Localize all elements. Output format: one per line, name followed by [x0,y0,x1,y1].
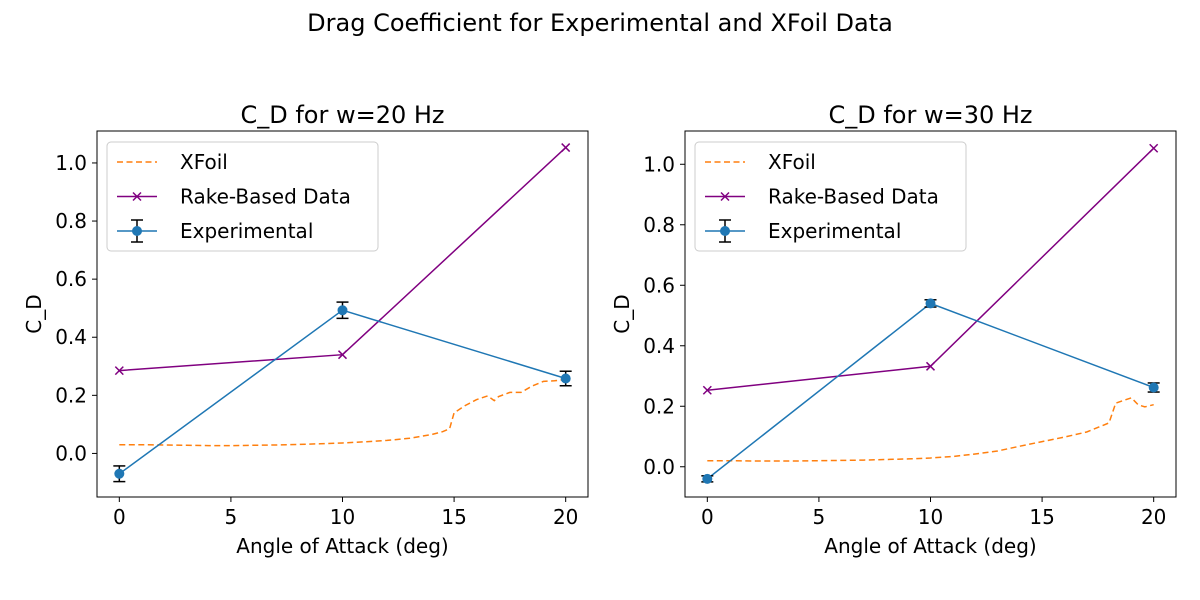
y-tick-label: 0.2 [55,383,87,407]
series-xfoil [119,378,566,447]
legend-frame [694,141,967,252]
x-tick-label: 10 [918,505,943,529]
legend-label: Experimental [768,219,901,243]
plot-area [113,143,572,483]
legend-entry-experimental: Experimental [705,219,901,243]
y-axis-label: C_D [22,294,46,333]
chart-title: C_D for w=20 Hz [240,101,444,129]
legend-entry-xfoil: XFoil [117,150,228,174]
x-tick-label: 15 [1029,505,1054,529]
data-point-x [561,143,571,153]
legend-label: Rake-Based Data [768,185,939,209]
y-axis-label: C_D [610,294,634,333]
data-point-x [702,385,712,395]
series-line [118,309,566,475]
plot-area [701,143,1160,484]
legend-entry-experimental: Experimental [117,219,313,243]
x-tick-label: 20 [1141,505,1166,529]
legend-label: Experimental [180,219,313,243]
series-rake [702,143,1159,395]
chart-panel-2: C_D for w=30 Hz 0 5 10 15 20 0.0 0.2 0.4 0.6 0.8 1.… [610,101,1177,558]
marker-stroke [561,143,571,153]
data-point-x [114,366,124,376]
data-point [114,468,125,479]
series-line [706,302,1154,480]
y-tick-label: 0.8 [643,213,675,237]
legend-entry-rake: Rake-Based Data [705,185,939,209]
y-tick-label: 0.0 [55,441,87,465]
data-point [925,298,936,309]
data-point [560,373,571,384]
x-tick-label: 5 [225,505,238,529]
y-tick-label: 1.0 [55,151,87,175]
x-tick-label: 20 [553,505,578,529]
series-experimental [701,298,1160,484]
x-tick-label: 5 [813,505,826,529]
legend: XFoil Rake-Based Data Experimental [106,141,379,252]
x-tick-label: 15 [441,505,466,529]
series-line [119,378,566,447]
y-tick-label: 1.0 [643,152,675,176]
series-xfoil [707,396,1154,462]
series-rake [114,143,571,376]
legend-swatch-marker [132,226,142,236]
legend-entry-rake: Rake-Based Data [117,185,351,209]
x-axis-label: Angle of Attack (deg) [824,534,1036,558]
figure-suptitle: Drag Coefficient for Experimental and XF… [307,9,893,37]
legend: XFoil Rake-Based Data Experimental [694,141,967,252]
series-experimental [113,301,572,483]
marker-stroke [702,385,712,395]
data-point-x [925,361,936,371]
data-point [337,305,348,316]
y-tick-label: 0.6 [55,267,87,291]
y-tick-label: 0.8 [55,209,87,233]
data-point [1148,382,1159,393]
y-tick-label: 0.2 [643,394,675,418]
legend-label: XFoil [180,150,228,174]
data-point-x [337,350,348,360]
marker-stroke [925,361,936,371]
y-tick-label: 0.0 [643,455,675,479]
legend-frame [106,141,379,252]
chart-title: C_D for w=30 Hz [828,101,1032,129]
x-tick-label: 0 [113,505,126,529]
legend-label: XFoil [768,150,816,174]
marker-stroke [114,366,124,376]
y-tick-label: 0.4 [643,334,675,358]
x-tick-label: 10 [330,505,355,529]
x-tick-label: 0 [701,505,714,529]
legend-swatch-marker [720,226,730,236]
series-line [707,396,1154,462]
legend-swatch-marker [132,191,142,202]
y-tick-label: 0.4 [55,325,87,349]
y-tick-label: 0.6 [643,273,675,297]
legend-entry-xfoil: XFoil [705,150,816,174]
marker-stroke [1149,143,1159,153]
chart-panel-1: C_D for w=20 Hz 0 5 10 15 20 0.0 0.2 0.4 0.6 0.8 1.… [22,101,589,558]
marker-stroke [337,350,348,360]
legend-swatch-marker [720,191,730,202]
data-point-x [1149,143,1159,153]
data-point [702,473,713,484]
legend-label: Rake-Based Data [180,185,351,209]
x-axis-label: Angle of Attack (deg) [236,534,448,558]
